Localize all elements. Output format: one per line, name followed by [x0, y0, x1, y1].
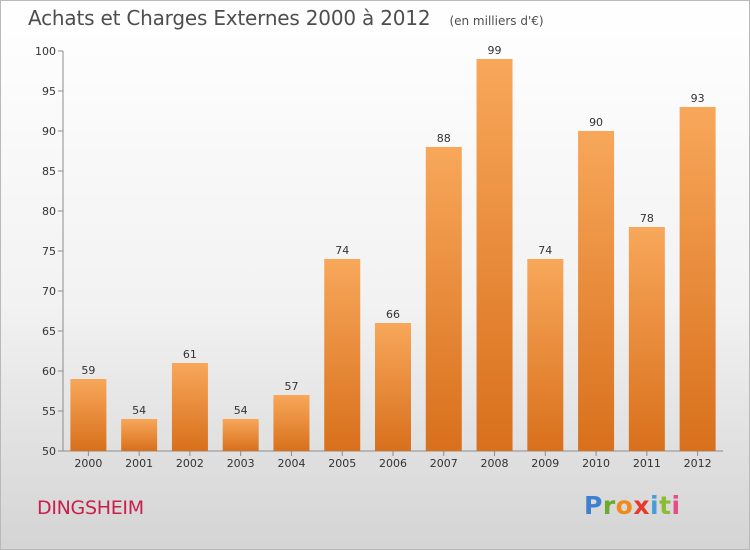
proxiti-logo[interactable]: Proxiti [584, 491, 681, 520]
bar-2008 [476, 59, 513, 451]
x-tick-label-2009: 2009 [531, 457, 559, 470]
chart-subtitle: (en milliers d'€) [449, 14, 544, 28]
value-label-2012: 93 [691, 92, 705, 105]
y-tick-label: 65 [42, 325, 56, 338]
y-tick-label: 90 [42, 125, 56, 138]
value-label-2002: 61 [183, 348, 197, 361]
x-tick-label-2002: 2002 [176, 457, 204, 470]
x-tick-label-2000: 2000 [74, 457, 102, 470]
chart-title: Achats et Charges Externes 2000 à 2012 [28, 6, 431, 30]
x-tick-label-2011: 2011 [633, 457, 661, 470]
commune-name: DINGSHEIM [37, 497, 144, 519]
bar-2003 [222, 419, 259, 451]
x-tick-label-2007: 2007 [430, 457, 458, 470]
y-tick-label: 55 [42, 405, 56, 418]
bar-2007 [425, 147, 462, 451]
y-tick-label: 60 [42, 365, 56, 378]
bar-2001 [121, 419, 158, 451]
y-tick-label: 50 [42, 445, 56, 458]
x-tick-label-2010: 2010 [582, 457, 610, 470]
bar-2009 [527, 259, 564, 451]
value-label-2004: 57 [284, 380, 298, 393]
value-label-2000: 59 [81, 364, 95, 377]
y-tick-label: 75 [42, 245, 56, 258]
y-tick-label: 100 [35, 45, 56, 58]
title-row: Achats et Charges Externes 2000 à 2012 (… [28, 6, 544, 30]
y-tick-label: 80 [42, 205, 56, 218]
bar-2005 [324, 259, 361, 451]
x-tick-label-2008: 2008 [481, 457, 509, 470]
bar-2011 [628, 227, 665, 451]
x-tick-label-2001: 2001 [125, 457, 153, 470]
bar-2000 [70, 379, 107, 451]
value-label-2003: 54 [234, 404, 248, 417]
value-label-2001: 54 [132, 404, 146, 417]
value-label-2005: 74 [335, 244, 349, 257]
value-label-2008: 99 [488, 44, 502, 57]
value-label-2006: 66 [386, 308, 400, 321]
value-label-2009: 74 [538, 244, 552, 257]
x-tick-label-2012: 2012 [684, 457, 712, 470]
bar-2012 [679, 107, 716, 451]
bar-2002 [171, 363, 208, 451]
y-tick-label: 85 [42, 165, 56, 178]
x-tick-label-2005: 2005 [328, 457, 356, 470]
value-label-2007: 88 [437, 132, 451, 145]
x-tick-label-2006: 2006 [379, 457, 407, 470]
y-tick-label: 70 [42, 285, 56, 298]
bar-2006 [375, 323, 411, 451]
x-tick-label-2004: 2004 [277, 457, 305, 470]
bar-2010 [578, 131, 615, 451]
y-tick-label: 95 [42, 85, 56, 98]
value-label-2010: 90 [589, 116, 603, 129]
x-tick-label-2003: 2003 [227, 457, 255, 470]
bar-2004 [273, 395, 310, 451]
value-label-2011: 78 [640, 212, 654, 225]
